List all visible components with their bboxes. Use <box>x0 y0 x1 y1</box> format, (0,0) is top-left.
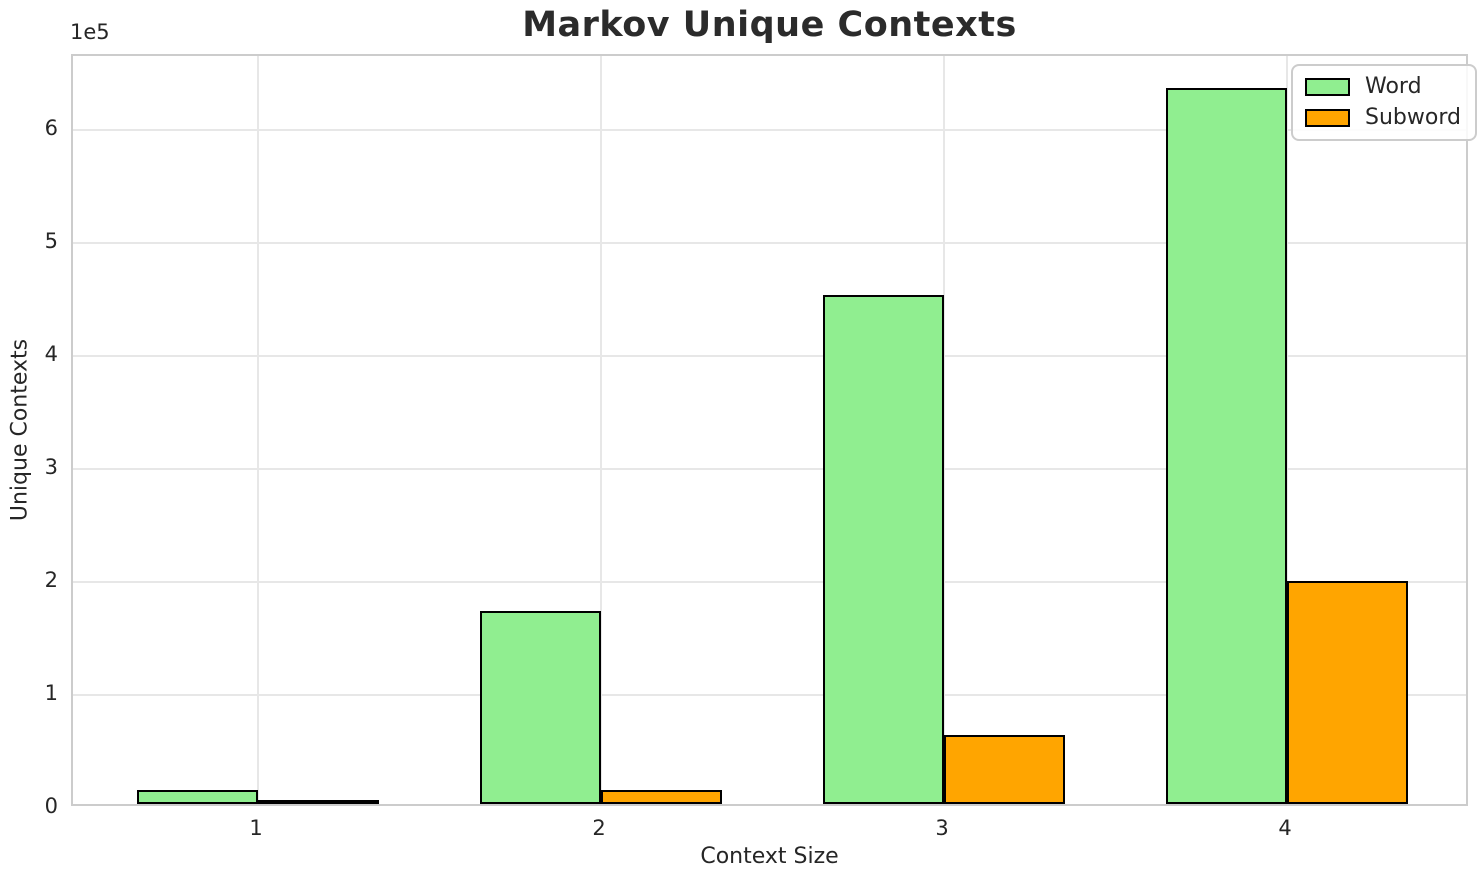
gridline-y-2 <box>73 580 1466 583</box>
gridline-x-2 <box>600 56 602 804</box>
legend-label-word: Word <box>1365 74 1422 99</box>
legend-label-subword: Subword <box>1365 105 1461 130</box>
y-tick-label-6: 6 <box>44 115 58 140</box>
subword-swatch-icon <box>1305 108 1350 127</box>
gridline-y-4 <box>73 354 1466 357</box>
gridline-y-5 <box>73 241 1466 244</box>
y-tick-label-3: 3 <box>44 454 58 479</box>
bar-subword-context-1 <box>258 800 379 804</box>
bar-subword-context-3 <box>944 735 1065 804</box>
gridline-y-6 <box>73 128 1466 131</box>
bar-word-context-2 <box>480 611 601 804</box>
x-axis-label: Context Size <box>700 844 839 869</box>
bar-word-context-4 <box>1166 87 1287 804</box>
legend-item-word: Word <box>1305 74 1461 99</box>
bar-subword-context-4 <box>1287 581 1408 804</box>
x-tick-label-2: 2 <box>592 816 606 840</box>
plot-area <box>71 54 1468 806</box>
x-tick-label-3: 3 <box>935 816 949 840</box>
gridline-y-1 <box>73 693 1466 696</box>
word-swatch-icon <box>1305 77 1350 96</box>
y-tick-label-4: 4 <box>44 341 58 366</box>
x-tick-label-4: 4 <box>1278 816 1292 840</box>
y-tick-label-1: 1 <box>44 680 58 705</box>
bar-subword-context-2 <box>601 789 722 804</box>
x-tick-label-1: 1 <box>249 816 263 840</box>
y-axis-offset-text: 1e5 <box>70 20 110 44</box>
legend-item-subword: Subword <box>1305 105 1461 130</box>
y-tick-label-0: 0 <box>44 794 58 818</box>
gridline-x-3 <box>943 56 945 804</box>
bar-word-context-3 <box>823 294 944 804</box>
legend: Word Subword <box>1291 64 1477 141</box>
gridline-x-1 <box>257 56 259 804</box>
y-tick-label-2: 2 <box>44 567 58 592</box>
gridline-y-3 <box>73 467 1466 470</box>
gridline-x-4 <box>1286 56 1288 804</box>
bar-word-context-1 <box>137 789 258 804</box>
chart-title: Markov Unique Contexts <box>522 5 1017 45</box>
y-tick-label-5: 5 <box>44 228 58 253</box>
